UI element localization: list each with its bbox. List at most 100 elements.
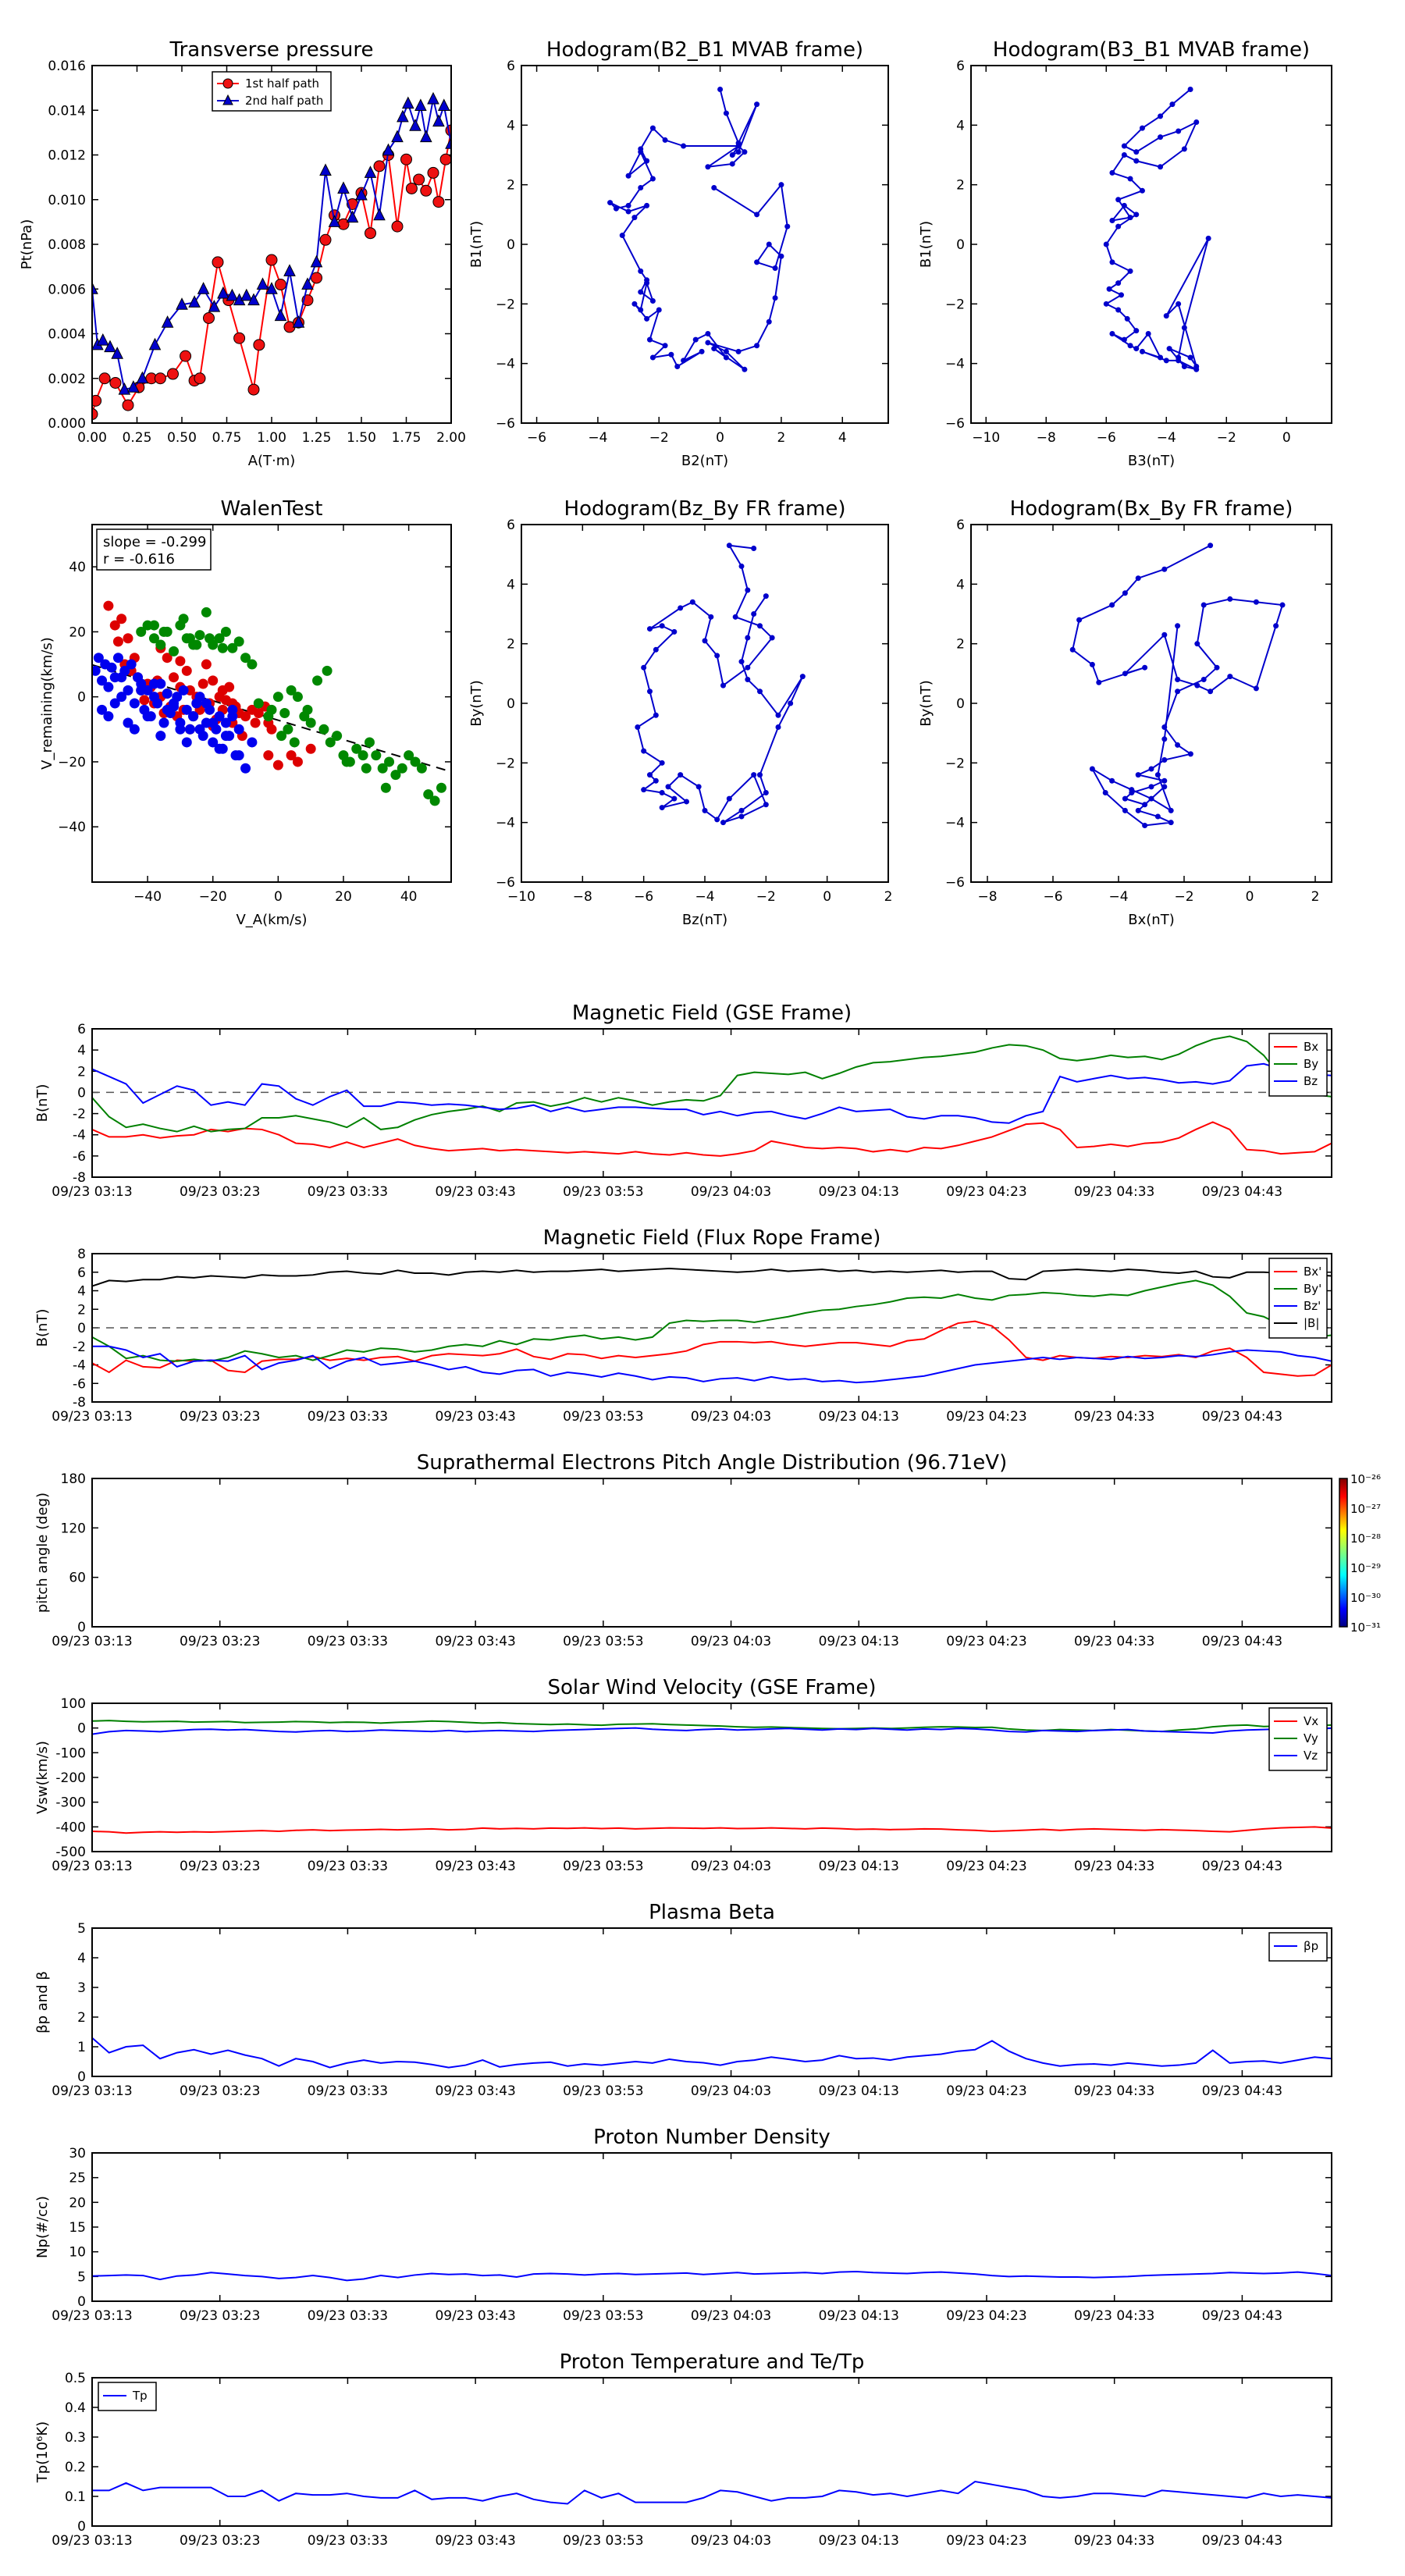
data-point: [416, 763, 427, 774]
data-point: [265, 282, 278, 294]
y-tick-label: 4: [507, 577, 515, 592]
panel-magnetic-field-gse: Magnetic Field (GSE Frame) B(nT) -8 -6 -4 -2 0…: [34, 1002, 1332, 1200]
data-point: [233, 724, 244, 735]
y-tick-label: 0.002: [48, 372, 86, 387]
data-point: [109, 698, 120, 709]
legend-label: 1st half path: [245, 76, 319, 91]
x-tick-label: 09/23 03:13: [52, 2308, 132, 2324]
data-point: [1253, 685, 1259, 692]
data-point: [220, 717, 231, 728]
y-tick-label: 20: [69, 2195, 86, 2211]
legend-label: Bz: [1304, 1074, 1318, 1088]
data-point: [139, 695, 150, 706]
data-point: [1158, 113, 1164, 119]
x-tick-label: 09/23 04:03: [691, 2308, 771, 2324]
legend-label: 2nd half path: [245, 94, 323, 108]
x-tick-label: 09/23 04:03: [691, 1859, 771, 1874]
data-point: [1161, 777, 1168, 784]
series-line-0: [92, 2480, 1332, 2505]
panel-title: Magnetic Field (Flux Rope Frame): [543, 1226, 881, 1250]
data-point: [123, 633, 133, 644]
x-tick-label: 0: [274, 889, 283, 905]
data-point: [644, 280, 650, 286]
x-tick-label: 09/23 03:43: [435, 1409, 515, 1425]
colorbar-tick-label: 10⁻²⁸: [1350, 1532, 1381, 1546]
y-tick-label: 0.006: [48, 282, 86, 297]
data-point: [681, 143, 687, 149]
panel-solar-wind-velocity: Solar Wind Velocity (GSE Frame) Vsw(km/s)…: [34, 1676, 1332, 1874]
data-point: [103, 600, 114, 611]
y-axis-label: Np(#/cc): [34, 2196, 51, 2258]
data-point: [763, 790, 769, 795]
x-tick-label: 09/23 04:33: [1074, 2083, 1154, 2099]
data-point: [397, 763, 407, 774]
y-tick-label: 2: [507, 178, 515, 194]
data-point: [436, 782, 446, 793]
y-tick-label: 30: [69, 2146, 86, 2161]
data-point: [723, 348, 729, 354]
data-point: [162, 688, 173, 699]
data-point: [158, 626, 169, 637]
data-point: [312, 675, 323, 686]
plot-frame: [91, 524, 452, 883]
y-tick-label: 0: [77, 1721, 86, 1737]
data-point: [1106, 286, 1112, 292]
data-point: [1121, 336, 1127, 343]
data-point: [647, 626, 653, 632]
y-tick-label: -6: [73, 1149, 86, 1165]
x-tick-label: 09/23 03:33: [308, 1859, 388, 1874]
data-point: [355, 187, 368, 201]
y-tick-label: 5: [77, 2269, 86, 2285]
data-point: [732, 614, 738, 620]
data-point: [775, 712, 781, 718]
plot-frame: [91, 1927, 1332, 2077]
y-tick-label: 0.014: [48, 103, 86, 119]
data-point: [1133, 149, 1140, 155]
plot-frame: [970, 524, 1332, 883]
series-line-1: [91, 1035, 1332, 1133]
data-point: [279, 707, 290, 718]
x-tick-label: 09/23 03:13: [52, 2533, 132, 2549]
data-point: [181, 704, 192, 715]
data-point: [1115, 307, 1122, 313]
legend-label: Vz: [1304, 1749, 1318, 1763]
y-tick-label: 0: [77, 2069, 86, 2085]
data-point: [763, 802, 769, 808]
y-tick-label: −2: [945, 297, 965, 312]
legend-marker: [222, 94, 233, 105]
data-point: [106, 662, 117, 673]
data-point: [695, 784, 702, 790]
data-point: [109, 376, 122, 389]
data-point: [1145, 331, 1151, 336]
data-point: [201, 607, 212, 617]
data-point: [233, 636, 244, 647]
y-tick-label: 0: [77, 2294, 86, 2310]
data-point: [92, 394, 102, 407]
y-tick-label: -2: [73, 1340, 86, 1355]
y-tick-label: 0: [77, 2519, 86, 2535]
y-tick-label: 0: [77, 1085, 86, 1101]
x-tick-label: 40: [400, 889, 418, 905]
data-point: [384, 756, 395, 767]
data-point: [678, 605, 684, 611]
x-tick-label: 09/23 03:23: [180, 2308, 260, 2324]
data-point: [742, 366, 748, 372]
x-tick-label: 09/23 04:23: [946, 1859, 1026, 1874]
colorbar-tick-label: 10⁻²⁷: [1350, 1502, 1381, 1516]
data-point: [439, 153, 451, 165]
data-point: [318, 724, 329, 735]
panel-title: Magnetic Field (GSE Frame): [572, 1002, 852, 1025]
data-point: [233, 332, 246, 344]
x-tick-label: 09/23 03:43: [435, 2533, 515, 2549]
y-tick-label: 0.000: [48, 416, 86, 432]
data-point: [1109, 777, 1115, 784]
data-point: [419, 130, 432, 143]
data-point: [217, 642, 228, 653]
data-point: [659, 623, 665, 629]
data-point: [1168, 820, 1174, 826]
x-tick-label: 09/23 03:23: [180, 1859, 260, 1874]
data-point: [311, 272, 322, 284]
data-point: [729, 152, 735, 158]
x-tick-label: 09/23 03:33: [308, 1184, 388, 1200]
x-tick-label: 1.50: [347, 430, 376, 446]
